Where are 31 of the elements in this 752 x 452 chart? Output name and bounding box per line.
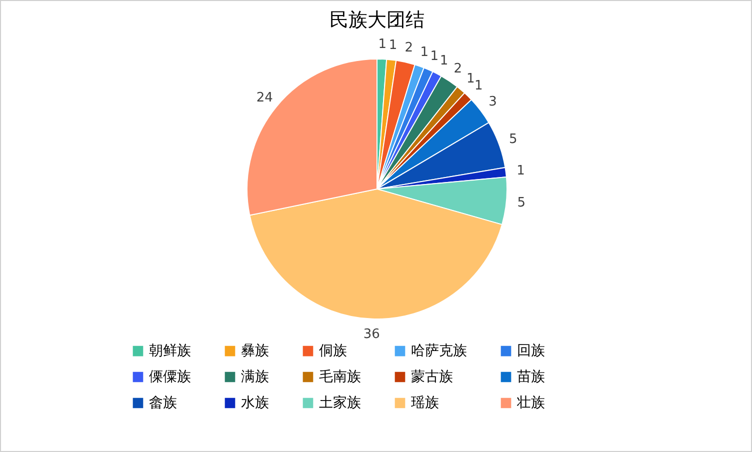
legend-label: 满族 — [241, 369, 269, 385]
data-label: 1 — [420, 44, 428, 60]
data-label: 5 — [517, 195, 526, 210]
data-label: 2 — [454, 62, 462, 77]
data-label: 2 — [404, 40, 414, 56]
legend-label: 朝鲜族 — [149, 343, 191, 360]
legend-label: 畲族 — [149, 395, 177, 411]
chart-title: 民族大团结 — [330, 9, 424, 32]
legend-label: 蒙古族 — [411, 369, 453, 385]
data-label: 3 — [488, 94, 497, 110]
data-label: 36 — [363, 326, 380, 342]
data-label: 5 — [509, 132, 518, 148]
legend-label: 毛南族 — [319, 369, 361, 385]
legend-label: 彝族 — [241, 343, 269, 360]
data-label: 1 — [466, 71, 475, 86]
legend-label: 水族 — [241, 395, 269, 411]
data-label: 24 — [256, 90, 273, 106]
legend-label: 哈萨克族 — [411, 343, 467, 360]
legend-label: 傈僳族 — [149, 369, 191, 385]
legend-label: 回族 — [517, 343, 545, 360]
legend-label: 土家族 — [319, 395, 361, 411]
data-label: 1 — [430, 48, 438, 64]
data-label: 1 — [378, 37, 386, 52]
data-label: 1 — [516, 163, 525, 178]
data-label: 1 — [440, 53, 448, 68]
legend-label: 壮族 — [516, 395, 545, 411]
data-label: 1 — [388, 38, 398, 53]
legend-label: 瑶族 — [411, 395, 439, 411]
legend-label: 苗族 — [517, 369, 545, 385]
data-label: 1 — [474, 78, 483, 94]
legend-label: 侗族 — [319, 343, 347, 360]
